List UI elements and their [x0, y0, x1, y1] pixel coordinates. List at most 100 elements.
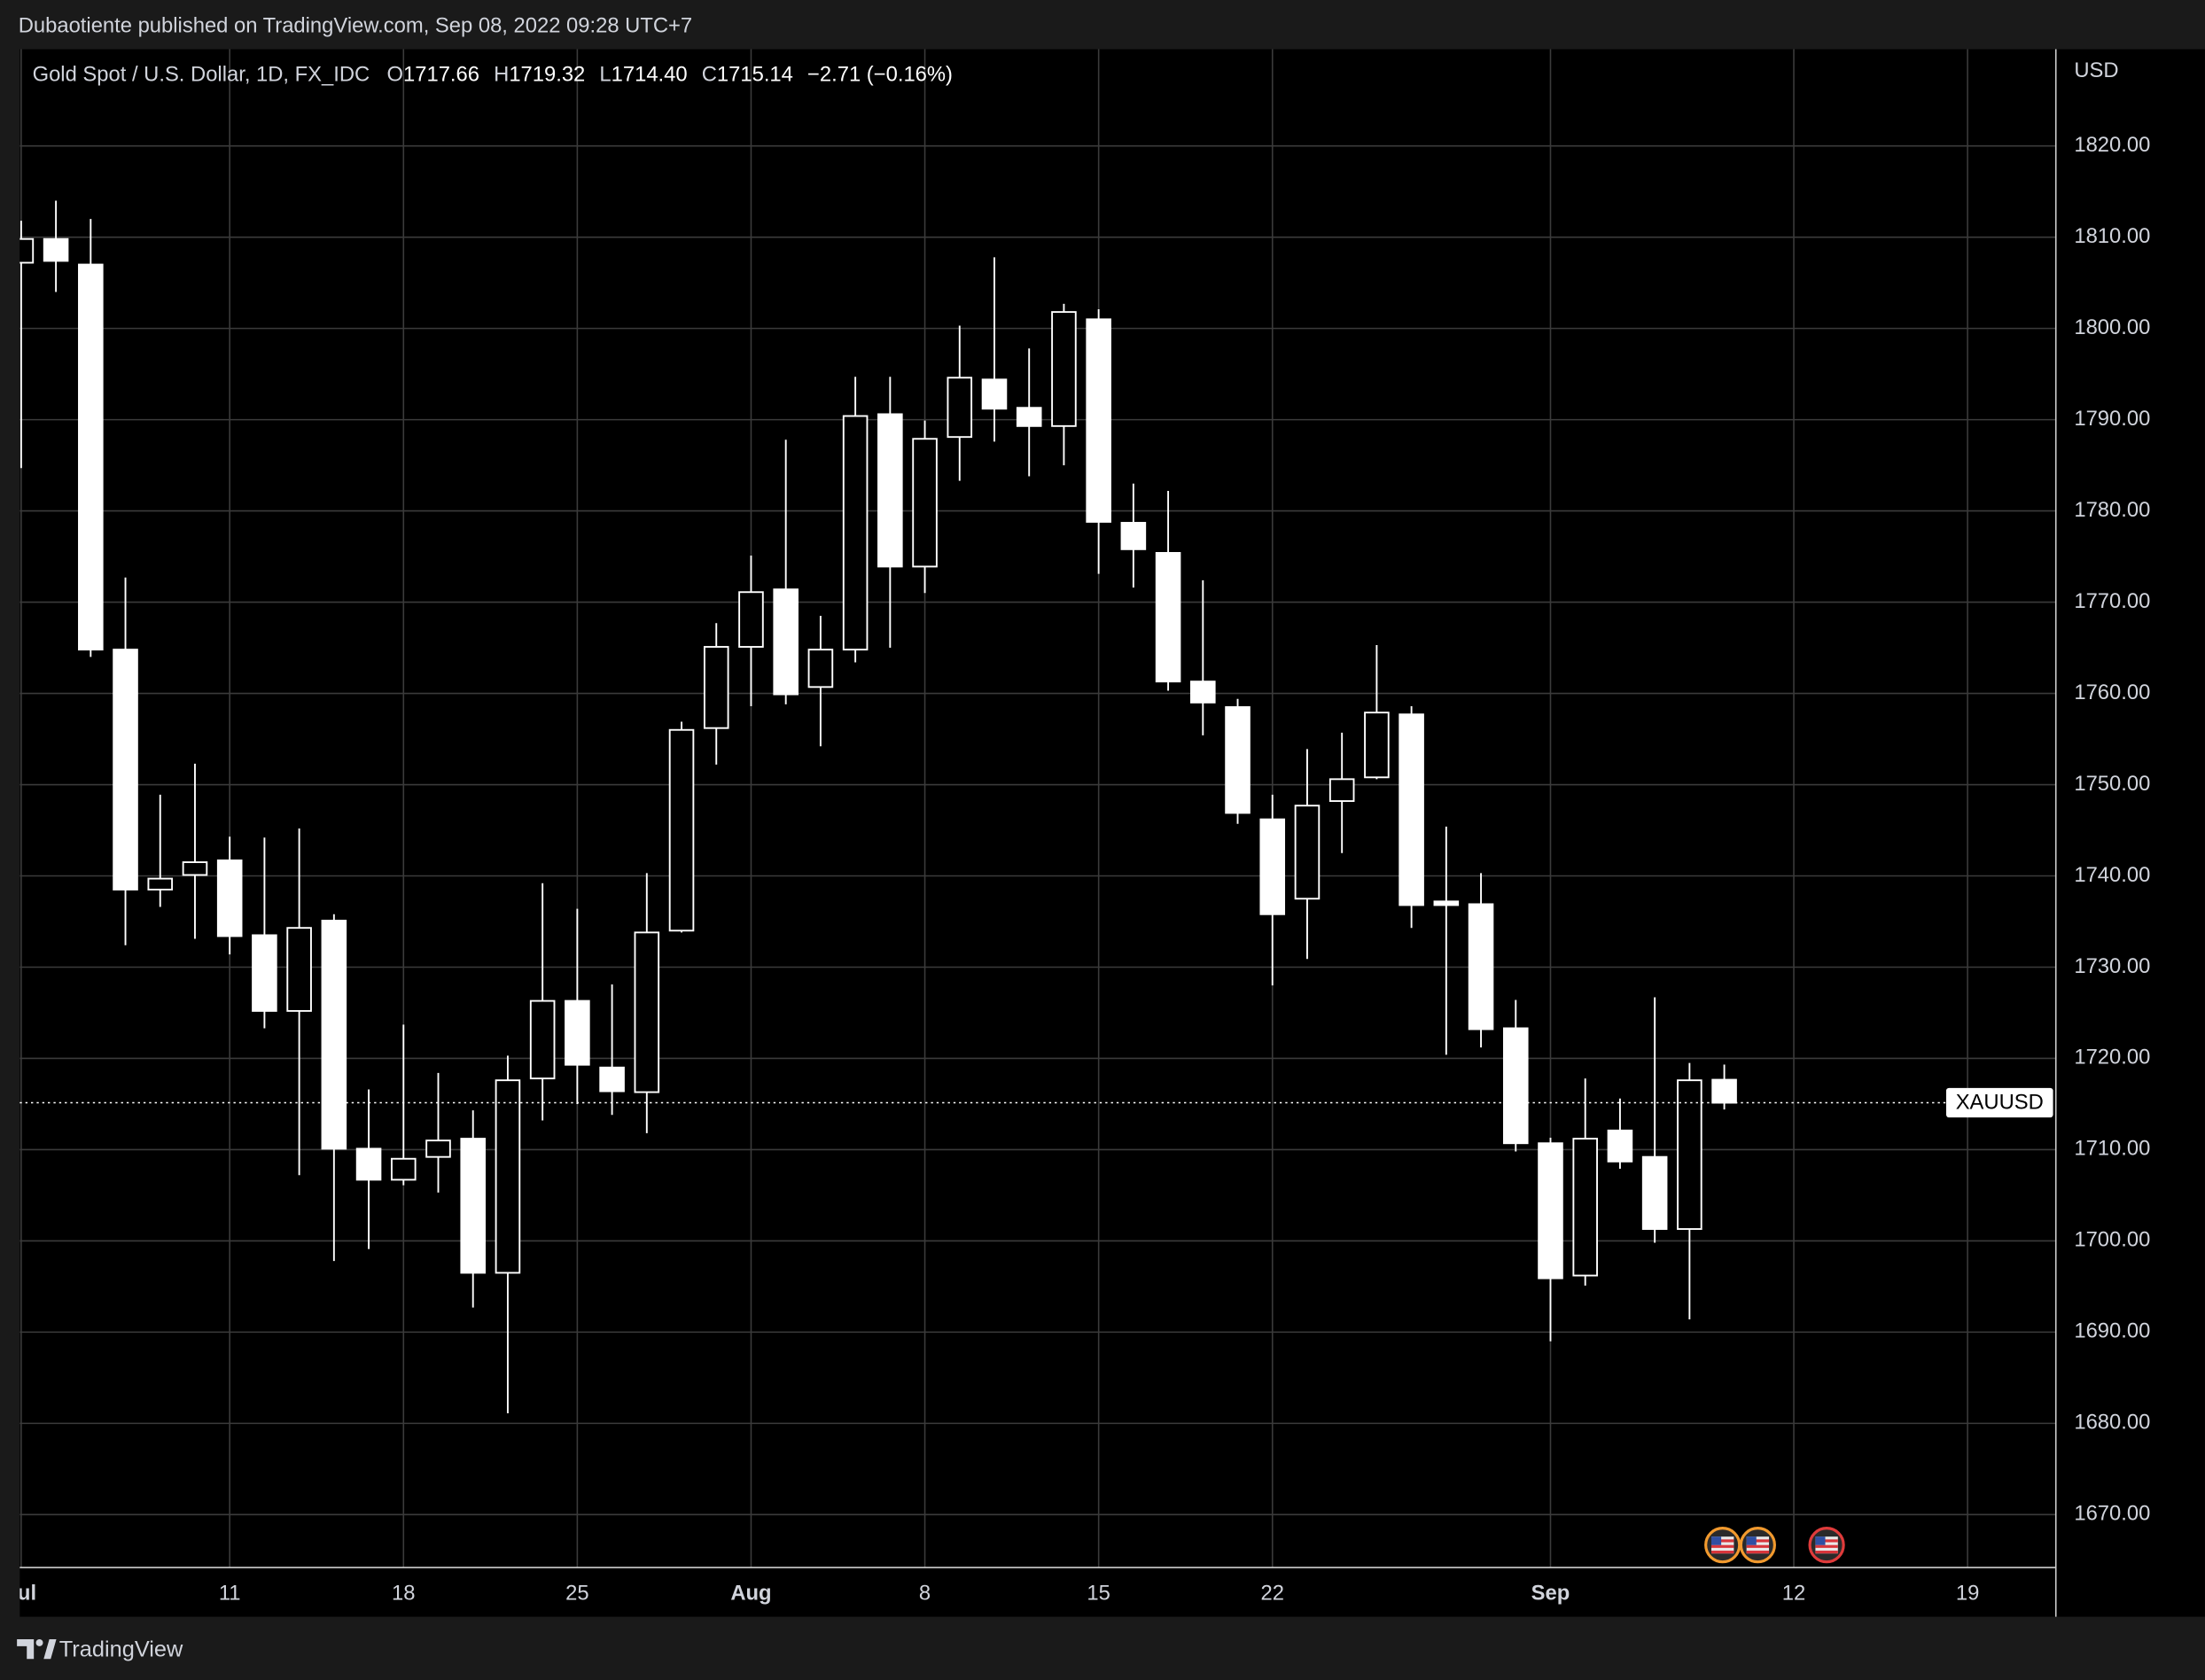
candle-body [1468, 903, 1494, 1031]
last-price-label: XAUUSD [1956, 1091, 2044, 1115]
x-tick-label: 8 [919, 1581, 931, 1605]
y-tick-label: 1710.00 [2074, 1137, 2150, 1161]
legend-letter: L [599, 63, 611, 87]
candle-body [529, 999, 556, 1080]
candle-body [912, 438, 938, 568]
candle-body [216, 859, 243, 937]
candle-body [1572, 1138, 1598, 1277]
candle-body [1294, 805, 1321, 900]
candle-body [599, 1066, 625, 1093]
candle-body [1502, 1027, 1529, 1145]
candle-body [738, 591, 764, 648]
candle-body [947, 377, 973, 439]
event-icons [1704, 1527, 1845, 1564]
legend-value: 1714.40 [612, 63, 688, 87]
event-icon[interactable] [1739, 1527, 1776, 1564]
candle-body [19, 237, 35, 264]
candle-body [703, 646, 729, 729]
candle-body [1016, 407, 1042, 427]
candle-body [565, 999, 590, 1066]
candle-body [1328, 778, 1355, 803]
candle-body [668, 728, 695, 932]
candle-body [1677, 1079, 1702, 1230]
candles [19, 200, 1737, 1414]
legend-value: 1715.14 [717, 63, 793, 87]
candle-body [252, 934, 277, 1012]
x-tick-label: 25 [565, 1581, 588, 1605]
candle-body [390, 1157, 417, 1181]
legend-value: 1717.66 [403, 63, 479, 87]
y-tick-label: 1790.00 [2074, 407, 2150, 431]
x-tick-label: 12 [1782, 1581, 1805, 1605]
candle-body [1641, 1155, 1668, 1230]
candle-body [182, 861, 208, 876]
candle-body [286, 927, 312, 1012]
candle-body [1399, 713, 1424, 906]
y-tick-label: 1740.00 [2074, 863, 2150, 887]
x-tick-label: 11 [219, 1581, 241, 1605]
candle-body [1711, 1078, 1737, 1104]
y-tick-label: 1720.00 [2074, 1046, 2150, 1069]
symbol: Gold Spot / U.S. Dollar, 1D, FX_IDC [33, 63, 370, 87]
legend: Gold Spot / U.S. Dollar, 1D, FX_IDC O171… [33, 63, 953, 87]
candle-body [78, 263, 104, 651]
candle-body [773, 588, 799, 696]
candle-body [634, 931, 660, 1093]
y-tick-label: 1670.00 [2074, 1502, 2150, 1526]
legend-letter: H [494, 63, 509, 87]
price-axis: 1670.00 1680.00 1690.00 1700.00 1710.00 1720.… [2074, 133, 2150, 1526]
x-tick-label: Jul [6, 1581, 36, 1605]
candle-body [1155, 552, 1181, 683]
x-tick-label: Sep [1531, 1581, 1570, 1605]
last-price-box [1945, 1087, 2053, 1118]
y-tick-label: 1750.00 [2074, 772, 2150, 796]
candle-body [495, 1079, 521, 1274]
candle-body [1225, 706, 1251, 814]
y-tick-label: 1700.00 [2074, 1228, 2150, 1252]
legend-value: 1719.32 [509, 63, 585, 87]
candle-body [1607, 1129, 1633, 1163]
candle-body [842, 415, 869, 651]
y-tick-label: 1800.00 [2074, 315, 2150, 339]
time-axis: Jul 11 18 25 Aug 8 15 22 Sep 12 19 [6, 1581, 1979, 1605]
candle-body [1433, 900, 1460, 906]
candle-body [1259, 818, 1286, 915]
y-tick-label: 1820.00 [2074, 133, 2150, 157]
chart-area [19, 49, 2205, 1617]
candle-body [460, 1138, 487, 1274]
y-tick-label: 1770.00 [2074, 589, 2150, 613]
x-tick-label: Aug [730, 1581, 771, 1605]
x-tick-label: 19 [1956, 1581, 1979, 1605]
event-icon[interactable] [1808, 1527, 1845, 1564]
candle-body [43, 237, 69, 262]
publish-header: Dubaotiente published on TradingView.com… [19, 13, 692, 37]
brand-logo [17, 1638, 57, 1660]
grid [19, 49, 2056, 1568]
candle-body [1120, 522, 1147, 550]
candle-body [1538, 1142, 1563, 1279]
candle-body [877, 413, 903, 568]
x-tick-label: 22 [1261, 1581, 1284, 1605]
legend-letter: C [702, 63, 717, 87]
candle-body [1051, 311, 1077, 427]
candle-body [981, 378, 1008, 410]
candle-body [807, 649, 834, 688]
candle-body [147, 877, 174, 891]
candle-body [321, 920, 347, 1150]
currency: USD [2074, 58, 2118, 82]
y-tick-label: 1680.00 [2074, 1411, 2150, 1435]
brand-name: TradingView [59, 1637, 183, 1661]
x-tick-label: 18 [392, 1581, 415, 1605]
candle-body [425, 1139, 451, 1158]
event-icon[interactable] [1704, 1527, 1741, 1564]
candle-body [355, 1147, 382, 1181]
y-tick-label: 1690.00 [2074, 1319, 2150, 1343]
candle-body [113, 649, 138, 891]
candle-body [1190, 681, 1216, 704]
legend-letter: O [387, 63, 404, 87]
y-tick-label: 1730.00 [2074, 954, 2150, 978]
y-tick-label: 1810.00 [2074, 224, 2150, 248]
candle-body [1364, 712, 1390, 779]
legend-change: −2.71 (−0.16%) [807, 63, 953, 87]
